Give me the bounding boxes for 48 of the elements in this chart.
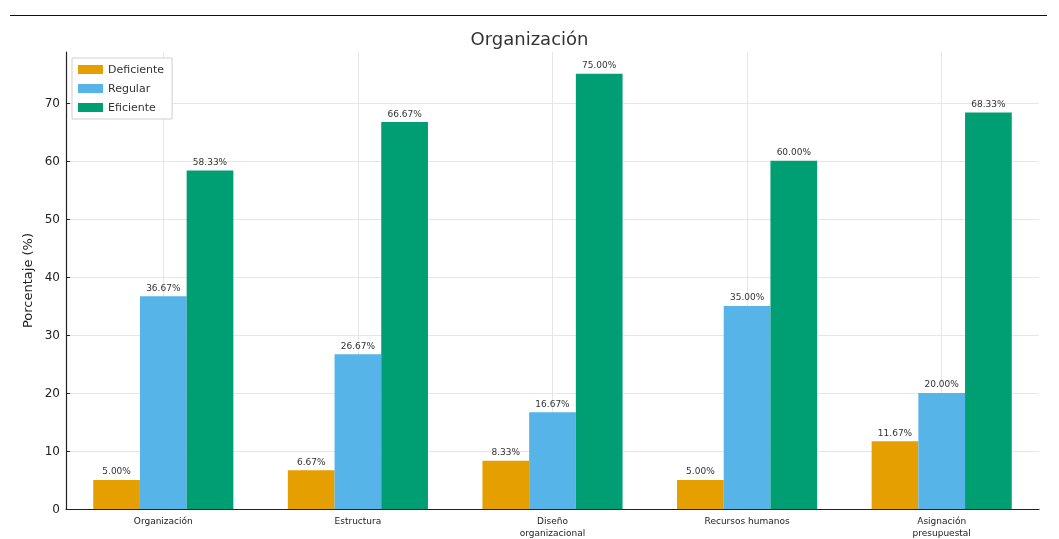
bar	[381, 122, 428, 509]
data-label: 26.67%	[340, 340, 376, 351]
data-label: 8.33%	[491, 447, 521, 458]
y-tick-label: 30	[44, 327, 60, 342]
y-axis-title: Porcentaje (%)	[19, 232, 35, 329]
bar	[770, 160, 818, 509]
bar	[677, 479, 724, 509]
data-label: 20.00%	[924, 379, 960, 390]
bar	[871, 441, 919, 509]
x-tick-label: Estructura	[334, 516, 382, 526]
data-label: 5.00%	[102, 466, 132, 477]
chart-title: Organización	[470, 27, 589, 49]
bar	[965, 112, 1012, 509]
bar	[334, 354, 382, 509]
data-label: 75.00%	[582, 60, 617, 71]
y-tick-label: 10	[44, 443, 60, 458]
data-label: 35.00%	[729, 292, 765, 303]
legend-label: Deficiente	[108, 63, 165, 76]
y-tick-label: 60	[44, 153, 60, 168]
y-tick-label: 50	[44, 211, 60, 226]
bar	[287, 470, 335, 509]
x-tick-label: Organización	[133, 516, 193, 526]
data-label: 5.00%	[686, 466, 716, 477]
bar	[918, 392, 966, 509]
bar	[93, 479, 140, 509]
y-tick-label: 0	[52, 502, 60, 516]
x-tick-label: Asignación presupuestal	[912, 516, 971, 538]
data-label: 36.67%	[146, 282, 181, 293]
y-tick-label: 40	[44, 269, 60, 284]
bar	[482, 460, 530, 509]
bar	[139, 296, 187, 509]
bar	[575, 73, 623, 509]
bar	[186, 170, 234, 509]
data-label: 66.67%	[387, 108, 423, 119]
y-tick-label: 20	[44, 385, 60, 400]
data-label: 68.33%	[971, 98, 1007, 109]
bar	[529, 412, 576, 509]
x-tick-label: Diseño organizacional	[519, 516, 586, 538]
legend-label: Eficiente	[108, 101, 157, 114]
data-label: 11.67%	[877, 427, 913, 438]
x-tick-label: Recursos humanos	[704, 516, 790, 526]
data-label: 16.67%	[535, 398, 571, 409]
legend-label: Regular	[108, 82, 151, 95]
data-label: 6.67%	[296, 456, 326, 467]
bar	[723, 305, 771, 509]
data-label: 58.33%	[192, 157, 228, 167]
data-label: 60.00%	[776, 147, 812, 158]
y-tick-label: 70	[44, 95, 60, 110]
